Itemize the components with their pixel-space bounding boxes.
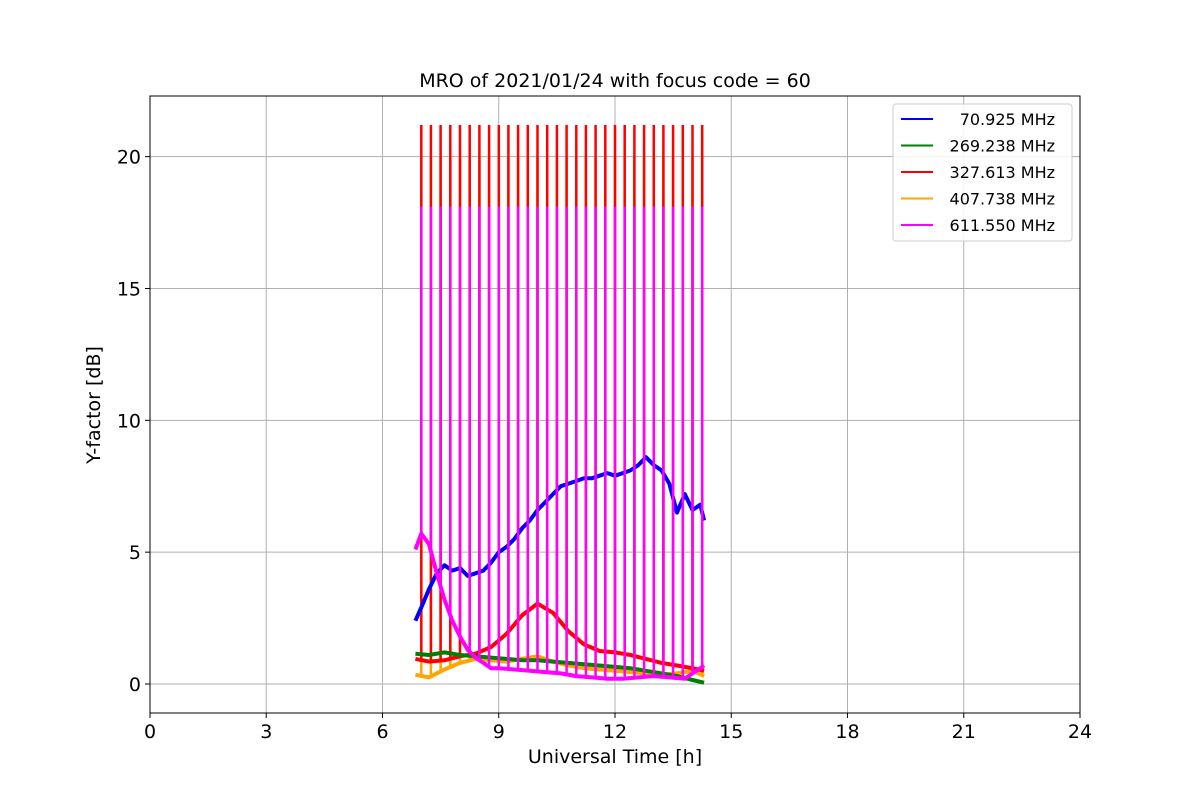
x-tick-label: 3	[260, 721, 272, 743]
legend-entry: 70.925 MHz	[960, 110, 1055, 129]
x-tick-label: 24	[1068, 721, 1092, 743]
x-axis: 0 3 6 9 12 15 18 21 24	[144, 713, 1092, 743]
legend-entry: 611.550 MHz	[950, 216, 1055, 235]
series-line	[413, 531, 706, 681]
y-tick-label: 20	[117, 147, 141, 169]
x-tick-label: 9	[493, 721, 505, 743]
y-axis: 0 5 10 15 20	[117, 147, 150, 696]
y-tick-label: 15	[117, 278, 141, 300]
y-tick-label: 5	[129, 542, 141, 564]
x-tick-label: 21	[952, 721, 976, 743]
legend-entry: 327.613 MHz	[950, 163, 1055, 182]
x-tick-label: 6	[376, 721, 388, 743]
y-tick-label: 10	[117, 410, 141, 432]
series-line	[413, 455, 707, 622]
x-axis-label: Universal Time [h]	[528, 746, 702, 768]
y-tick-label: 0	[129, 674, 141, 696]
legend: 70.925 MHz 269.238 MHz 327.613 MHz 407.738 …	[892, 103, 1073, 242]
x-tick-label: 18	[835, 721, 859, 743]
x-tick-label: 15	[719, 721, 743, 743]
y-axis-label: Y-factor [dB]	[83, 346, 105, 465]
series-line	[415, 650, 705, 685]
x-tick-label: 12	[603, 721, 627, 743]
legend-entry: 407.738 MHz	[950, 190, 1055, 209]
legend-entry: 269.238 MHz	[950, 137, 1055, 156]
series-layer	[413, 125, 707, 685]
legend-box	[892, 103, 1073, 242]
x-tick-label: 0	[144, 721, 156, 743]
chart-title: MRO of 2021/01/24 with focus code = 60	[419, 70, 811, 92]
